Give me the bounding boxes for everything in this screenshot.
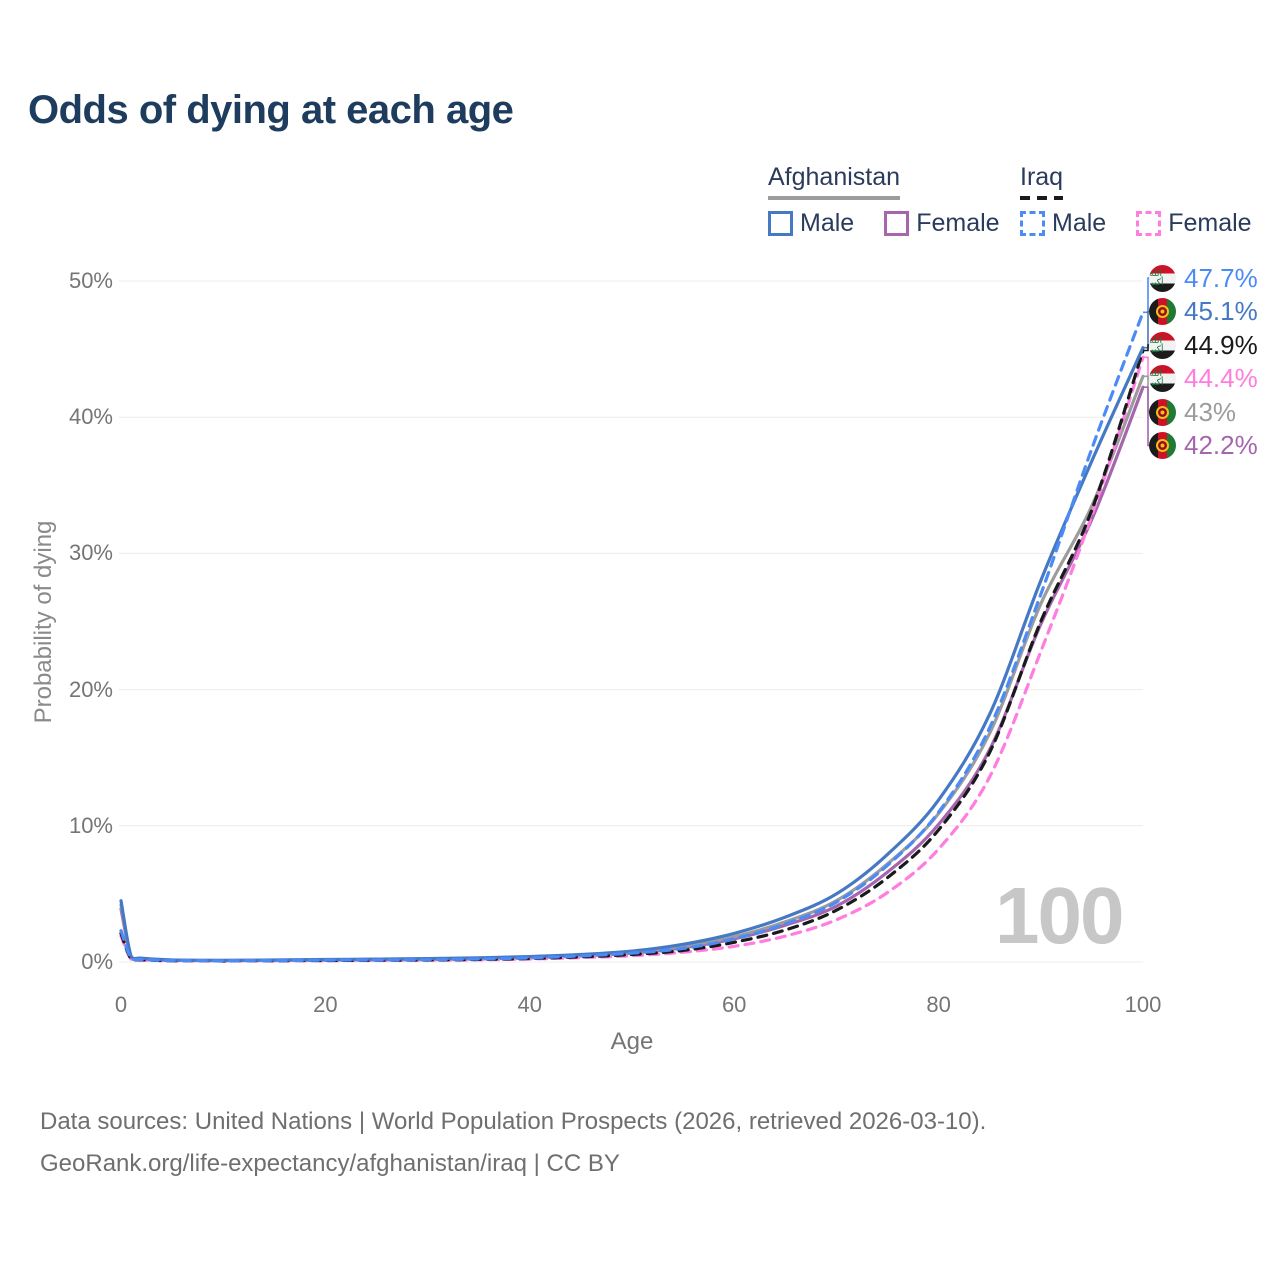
end-value-row: الله أكبر 47.7% <box>1149 261 1258 295</box>
legend-item-afghanistan-female[interactable]: Female <box>884 209 1000 238</box>
end-value: 45.1% <box>1184 296 1258 326</box>
iraq-female-swatch <box>1136 211 1162 236</box>
afghanistan-male-swatch <box>768 211 793 236</box>
legend-items-afghanistan: Male Female <box>768 209 1000 238</box>
x-axis-title: Age <box>610 1028 654 1055</box>
end-value: 42.2% <box>1184 430 1258 460</box>
afghanistan-female-swatch <box>884 211 910 236</box>
legend-group-afghanistan: Afghanistan Male Female <box>768 163 1000 238</box>
y-tick-label: 50% <box>68 268 113 293</box>
data-source-line: Data sources: United Nations | World Pop… <box>40 1108 987 1135</box>
legend-group-iraq: Iraq Male Female <box>1020 163 1252 238</box>
afghanistan-flag-icon <box>1149 398 1176 426</box>
y-tick-label: 20% <box>68 676 113 702</box>
iraq-total-line-sample <box>1020 196 1064 200</box>
afghanistan-flag-icon <box>1149 432 1176 459</box>
legend-item-iraq-male[interactable]: Male <box>1020 209 1106 238</box>
afghanistan-flag-icon <box>1149 298 1176 325</box>
legend-item-afghanistan-male[interactable]: Male <box>768 209 854 238</box>
legend-items-iraq: Male Female <box>1020 209 1252 238</box>
y-tick-label: 0% <box>81 949 113 974</box>
end-value-row: الله أكبر 44.4% <box>1149 362 1258 396</box>
series-line-afghanistan-total[interactable] <box>119 374 1145 963</box>
legend-item-iraq-female[interactable]: Female <box>1136 209 1252 238</box>
age-watermark: 100 <box>995 871 1124 960</box>
end-value: 43% <box>1184 396 1237 427</box>
series-line-afghanistan-male[interactable] <box>119 346 1145 962</box>
attribution-line: GeoRank.org/life-expectancy/afghanistan/… <box>40 1150 620 1177</box>
end-value-row: 45.1% <box>1149 295 1258 329</box>
legend-country-label: Afghanistan <box>768 163 901 191</box>
series-line-iraq-total[interactable] <box>119 348 1145 963</box>
legend-item-label: Male <box>800 209 855 237</box>
iraq-flag-icon: الله أكبر <box>1149 331 1176 359</box>
legend-item-label: Female <box>916 209 1000 237</box>
end-value-row: 43% <box>1149 395 1236 429</box>
y-tick-label: 10% <box>68 812 113 838</box>
series-line-iraq-female[interactable] <box>119 355 1145 963</box>
legend-country-iraq[interactable]: Iraq <box>1020 163 1064 200</box>
y-tick-label: 40% <box>68 404 113 430</box>
end-value: 44.9% <box>1184 329 1258 360</box>
legend-item-label: Male <box>1052 209 1107 237</box>
x-tick-label: 0 <box>114 992 128 1017</box>
legend-item-label: Female <box>1168 209 1252 237</box>
end-value: 44.4% <box>1184 363 1258 393</box>
end-value-row: الله أكبر 44.9% <box>1149 328 1258 362</box>
x-tick-label: 20 <box>313 992 338 1017</box>
x-tick-label: 60 <box>721 992 747 1017</box>
x-tick-label: 80 <box>926 992 951 1017</box>
series-line-iraq-male[interactable] <box>119 310 1145 963</box>
series-line-afghanistan-female[interactable] <box>119 385 1145 963</box>
end-value: 47.7% <box>1184 262 1258 293</box>
y-tick-label: 30% <box>68 540 113 566</box>
page-title: Odds of dying at each age <box>28 88 514 132</box>
end-value-row: 42.2% <box>1149 429 1258 463</box>
iraq-flag-icon: الله أكبر <box>1149 264 1176 292</box>
x-tick-label: 100 <box>1124 992 1162 1017</box>
afghanistan-total-line-sample <box>768 196 901 200</box>
legend-country-afghanistan[interactable]: Afghanistan <box>768 163 901 200</box>
iraq-flag-icon: الله أكبر <box>1149 365 1176 392</box>
iraq-male-swatch <box>1020 211 1045 236</box>
legend-country-label: Iraq <box>1020 163 1064 191</box>
x-tick-label: 40 <box>517 992 543 1017</box>
